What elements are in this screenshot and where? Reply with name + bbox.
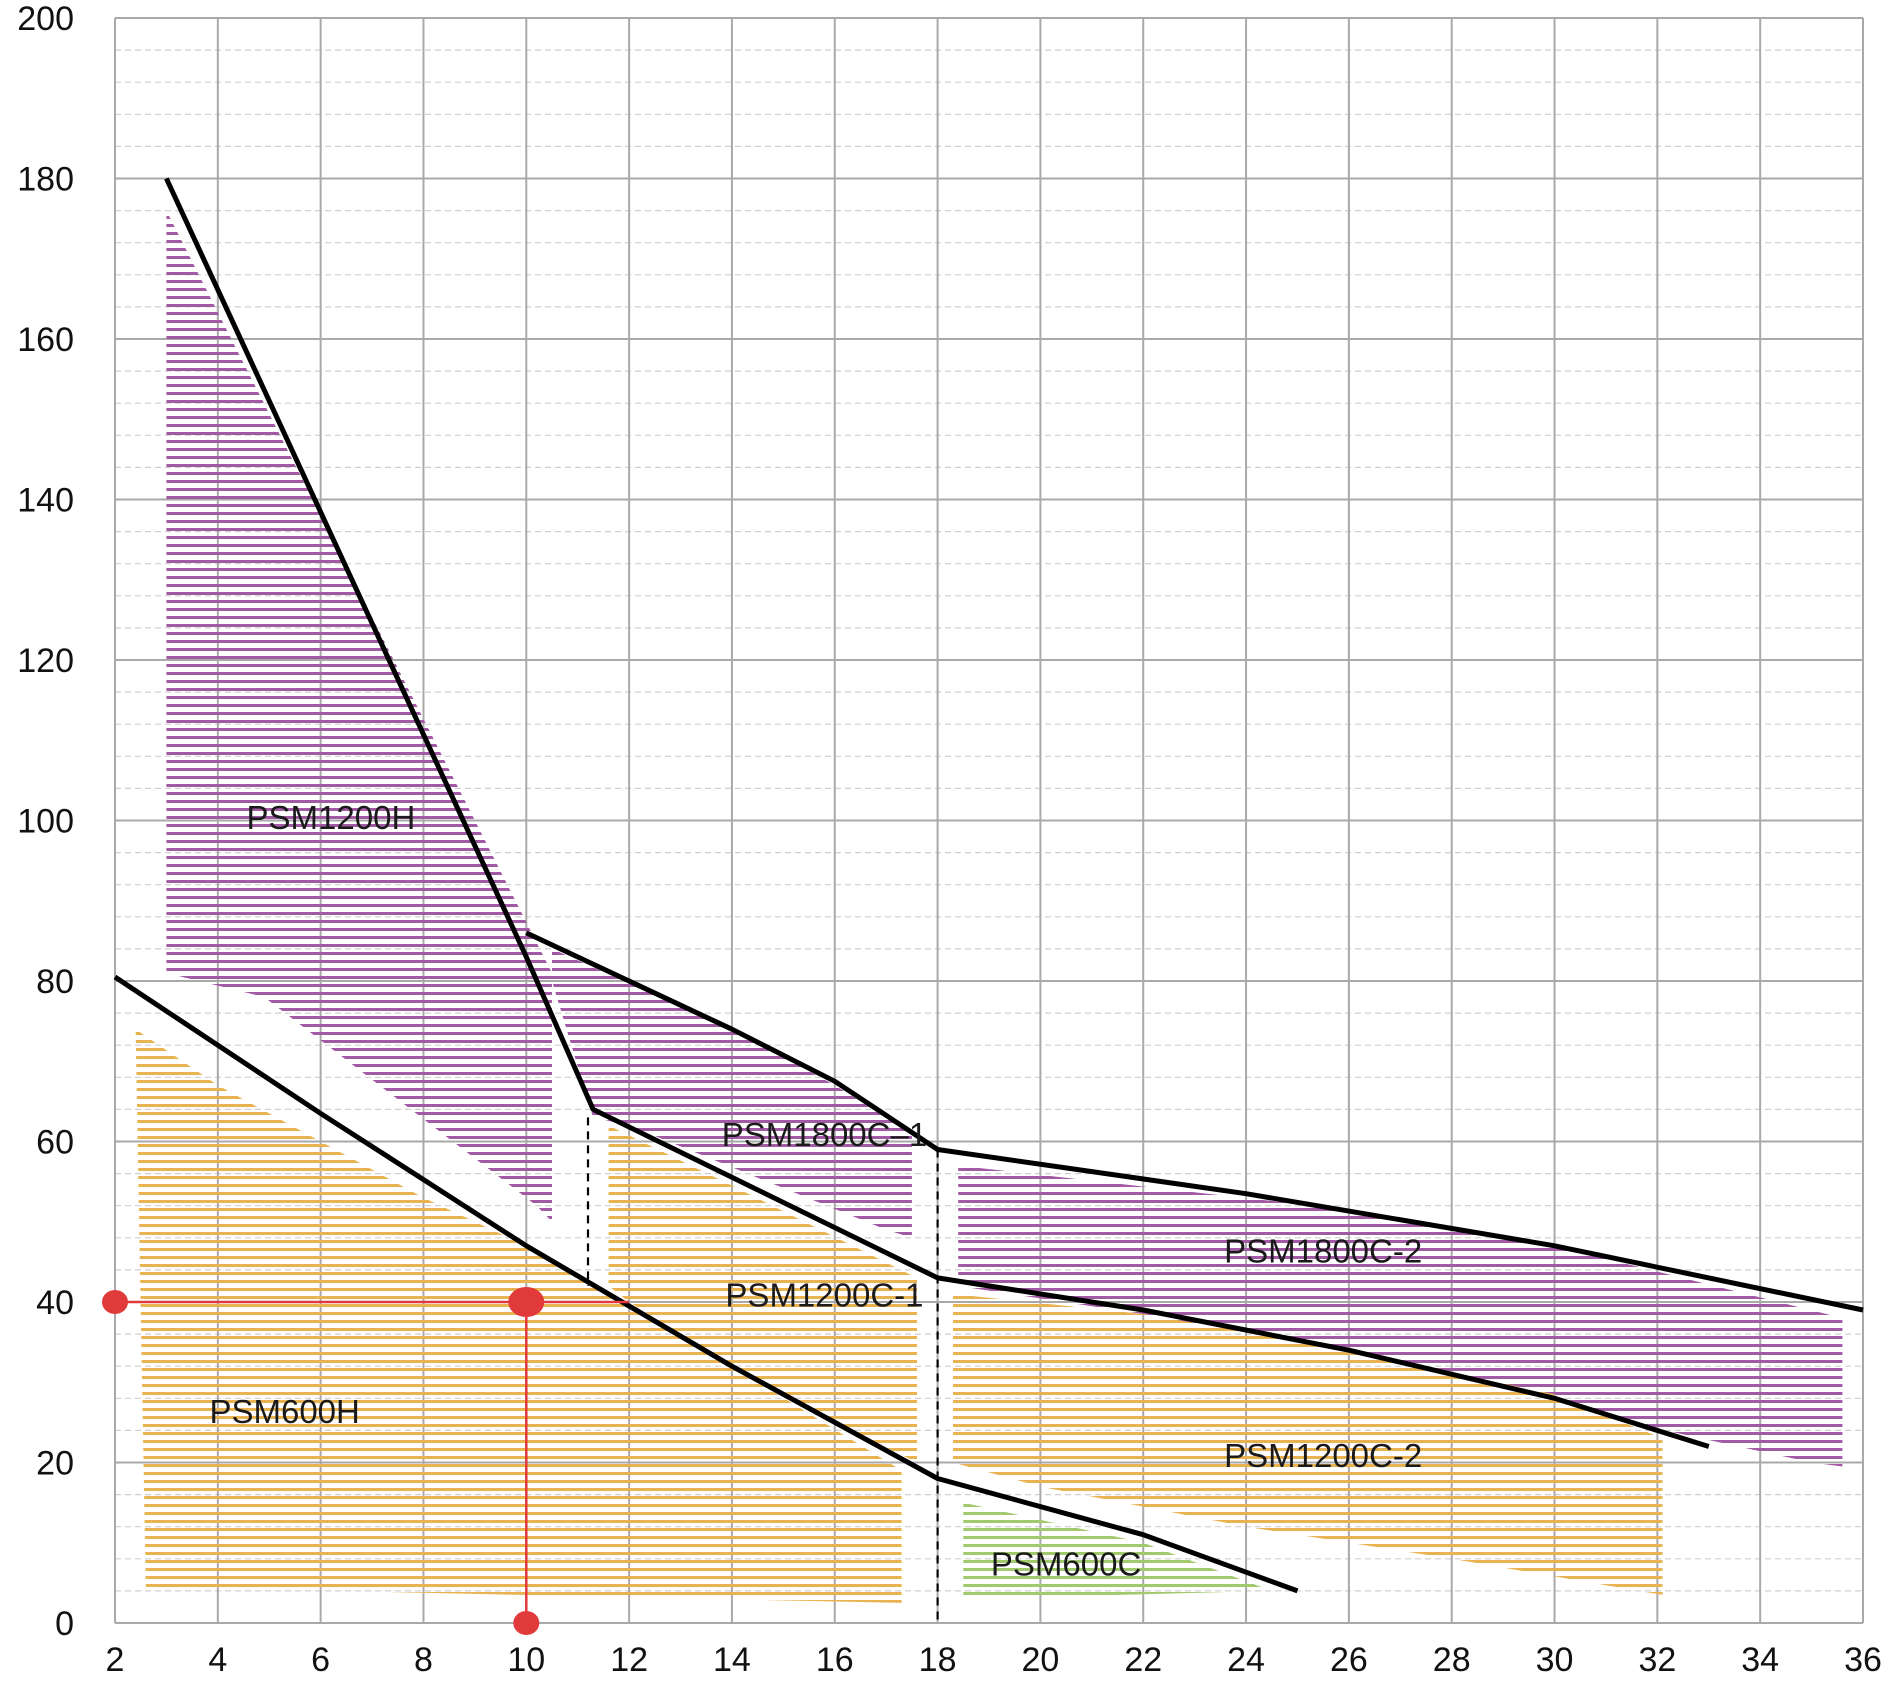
x-tick-label: 28	[1433, 1641, 1471, 1679]
marker-point-3	[513, 1611, 540, 1635]
y-tick-label: 60	[36, 1124, 74, 1162]
x-tick-label: 16	[816, 1641, 854, 1679]
region-label: PSM600C	[991, 1546, 1141, 1583]
y-tick-label: 120	[17, 642, 74, 680]
x-tick-label: 22	[1124, 1641, 1162, 1679]
region-labels: PSM1200H PSM1800C–1 PSM1800C-2 PSM600H PSM12…	[209, 799, 1422, 1582]
boundary-line-1	[164, 177, 1710, 1449]
region-label: PSM600H	[209, 1393, 359, 1430]
region-label: PSM1800C–1	[722, 1116, 927, 1153]
region-label: PSM1200H	[247, 799, 416, 836]
x-tick-label: 32	[1638, 1641, 1676, 1679]
axes: 2 4 6 8 10 12 14 16 18 20 22 24 26 28 30 32 34 3602040608…	[17, 0, 1882, 1679]
x-tick-label: 20	[1021, 1641, 1059, 1679]
x-tick-label: 6	[311, 1641, 330, 1679]
x-tick-label: 36	[1844, 1641, 1882, 1679]
hatched-regions	[135, 210, 1843, 1603]
y-tick-label: 180	[17, 161, 74, 199]
y-tick-label: 200	[17, 0, 74, 38]
region-label: PSM1200C-1	[725, 1277, 923, 1314]
x-tick-label: 30	[1536, 1641, 1574, 1679]
y-tick-label: 40	[36, 1284, 74, 1322]
region-psm1200h	[166, 210, 552, 1222]
marker-point-1	[102, 1290, 128, 1314]
region-psm1200c-1	[608, 1125, 917, 1463]
region-psm600h	[135, 1029, 902, 1603]
y-tick-label: 0	[55, 1605, 74, 1643]
y-tick-label: 160	[17, 321, 74, 359]
x-tick-label: 4	[208, 1641, 227, 1679]
x-tick-label: 24	[1227, 1641, 1265, 1679]
region-psm1800c-2	[958, 1165, 1843, 1467]
y-tick-label: 80	[36, 963, 74, 1001]
y-tick-label: 100	[17, 803, 74, 841]
region-psm1200c-2	[953, 1294, 1663, 1595]
y-tick-label: 20	[36, 1445, 74, 1483]
y-tick-label: 140	[17, 482, 74, 520]
region-label: PSM1200C-2	[1224, 1437, 1422, 1474]
x-tick-label: 12	[610, 1641, 648, 1679]
x-tick-label: 14	[713, 1641, 751, 1679]
markers	[102, 1287, 545, 1635]
x-tick-label: 8	[414, 1641, 433, 1679]
x-tick-label: 34	[1741, 1641, 1779, 1679]
region-label: PSM1800C-2	[1224, 1233, 1422, 1270]
region-psm1800c-1	[552, 948, 912, 1238]
x-tick-label: 2	[106, 1641, 125, 1679]
boundary-line-2	[113, 974, 1299, 1594]
boundary-lines	[113, 177, 1864, 1623]
region-psm600c	[963, 1502, 1272, 1599]
x-tick-label: 10	[507, 1641, 545, 1679]
marker-point-2	[508, 1287, 545, 1317]
x-tick-label: 26	[1330, 1641, 1368, 1679]
x-tick-label: 18	[919, 1641, 957, 1679]
